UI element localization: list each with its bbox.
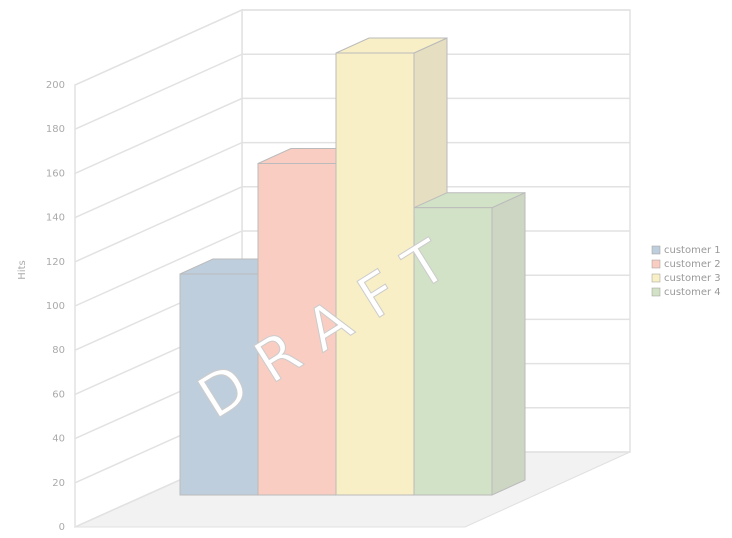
y-tick-label: 100 xyxy=(46,301,65,312)
bar xyxy=(257,163,337,496)
grid-line xyxy=(74,9,630,86)
y-tick-label: 20 xyxy=(52,478,65,489)
legend-swatch xyxy=(651,259,661,269)
y-tick-label: 180 xyxy=(46,124,65,135)
y-tick-label: 80 xyxy=(52,345,65,356)
legend-label: customer 3 xyxy=(664,273,721,284)
legend-swatch xyxy=(651,273,661,283)
legend-label: customer 2 xyxy=(664,259,721,270)
y-axis-label: Hits xyxy=(17,260,28,279)
y-tick-label: 160 xyxy=(46,168,65,179)
y-tick-label: 0 xyxy=(59,522,65,533)
grid-line xyxy=(74,53,630,130)
bar-side xyxy=(491,191,526,496)
y-tick-label: 40 xyxy=(52,434,65,445)
y-tick-label: 60 xyxy=(52,389,65,400)
legend-label: customer 1 xyxy=(664,245,721,256)
bar xyxy=(335,52,415,496)
bar xyxy=(413,207,493,496)
bar xyxy=(179,273,259,496)
grid-line xyxy=(74,97,630,175)
y-tick-label: 140 xyxy=(46,213,65,224)
legend-swatch xyxy=(651,287,661,297)
grid-line xyxy=(74,186,630,263)
y-tick-label: 120 xyxy=(46,257,65,268)
legend-swatch xyxy=(651,245,661,255)
grid-line xyxy=(74,141,630,219)
legend-label: customer 4 xyxy=(664,287,721,298)
y-tick-label: 200 xyxy=(46,80,65,91)
